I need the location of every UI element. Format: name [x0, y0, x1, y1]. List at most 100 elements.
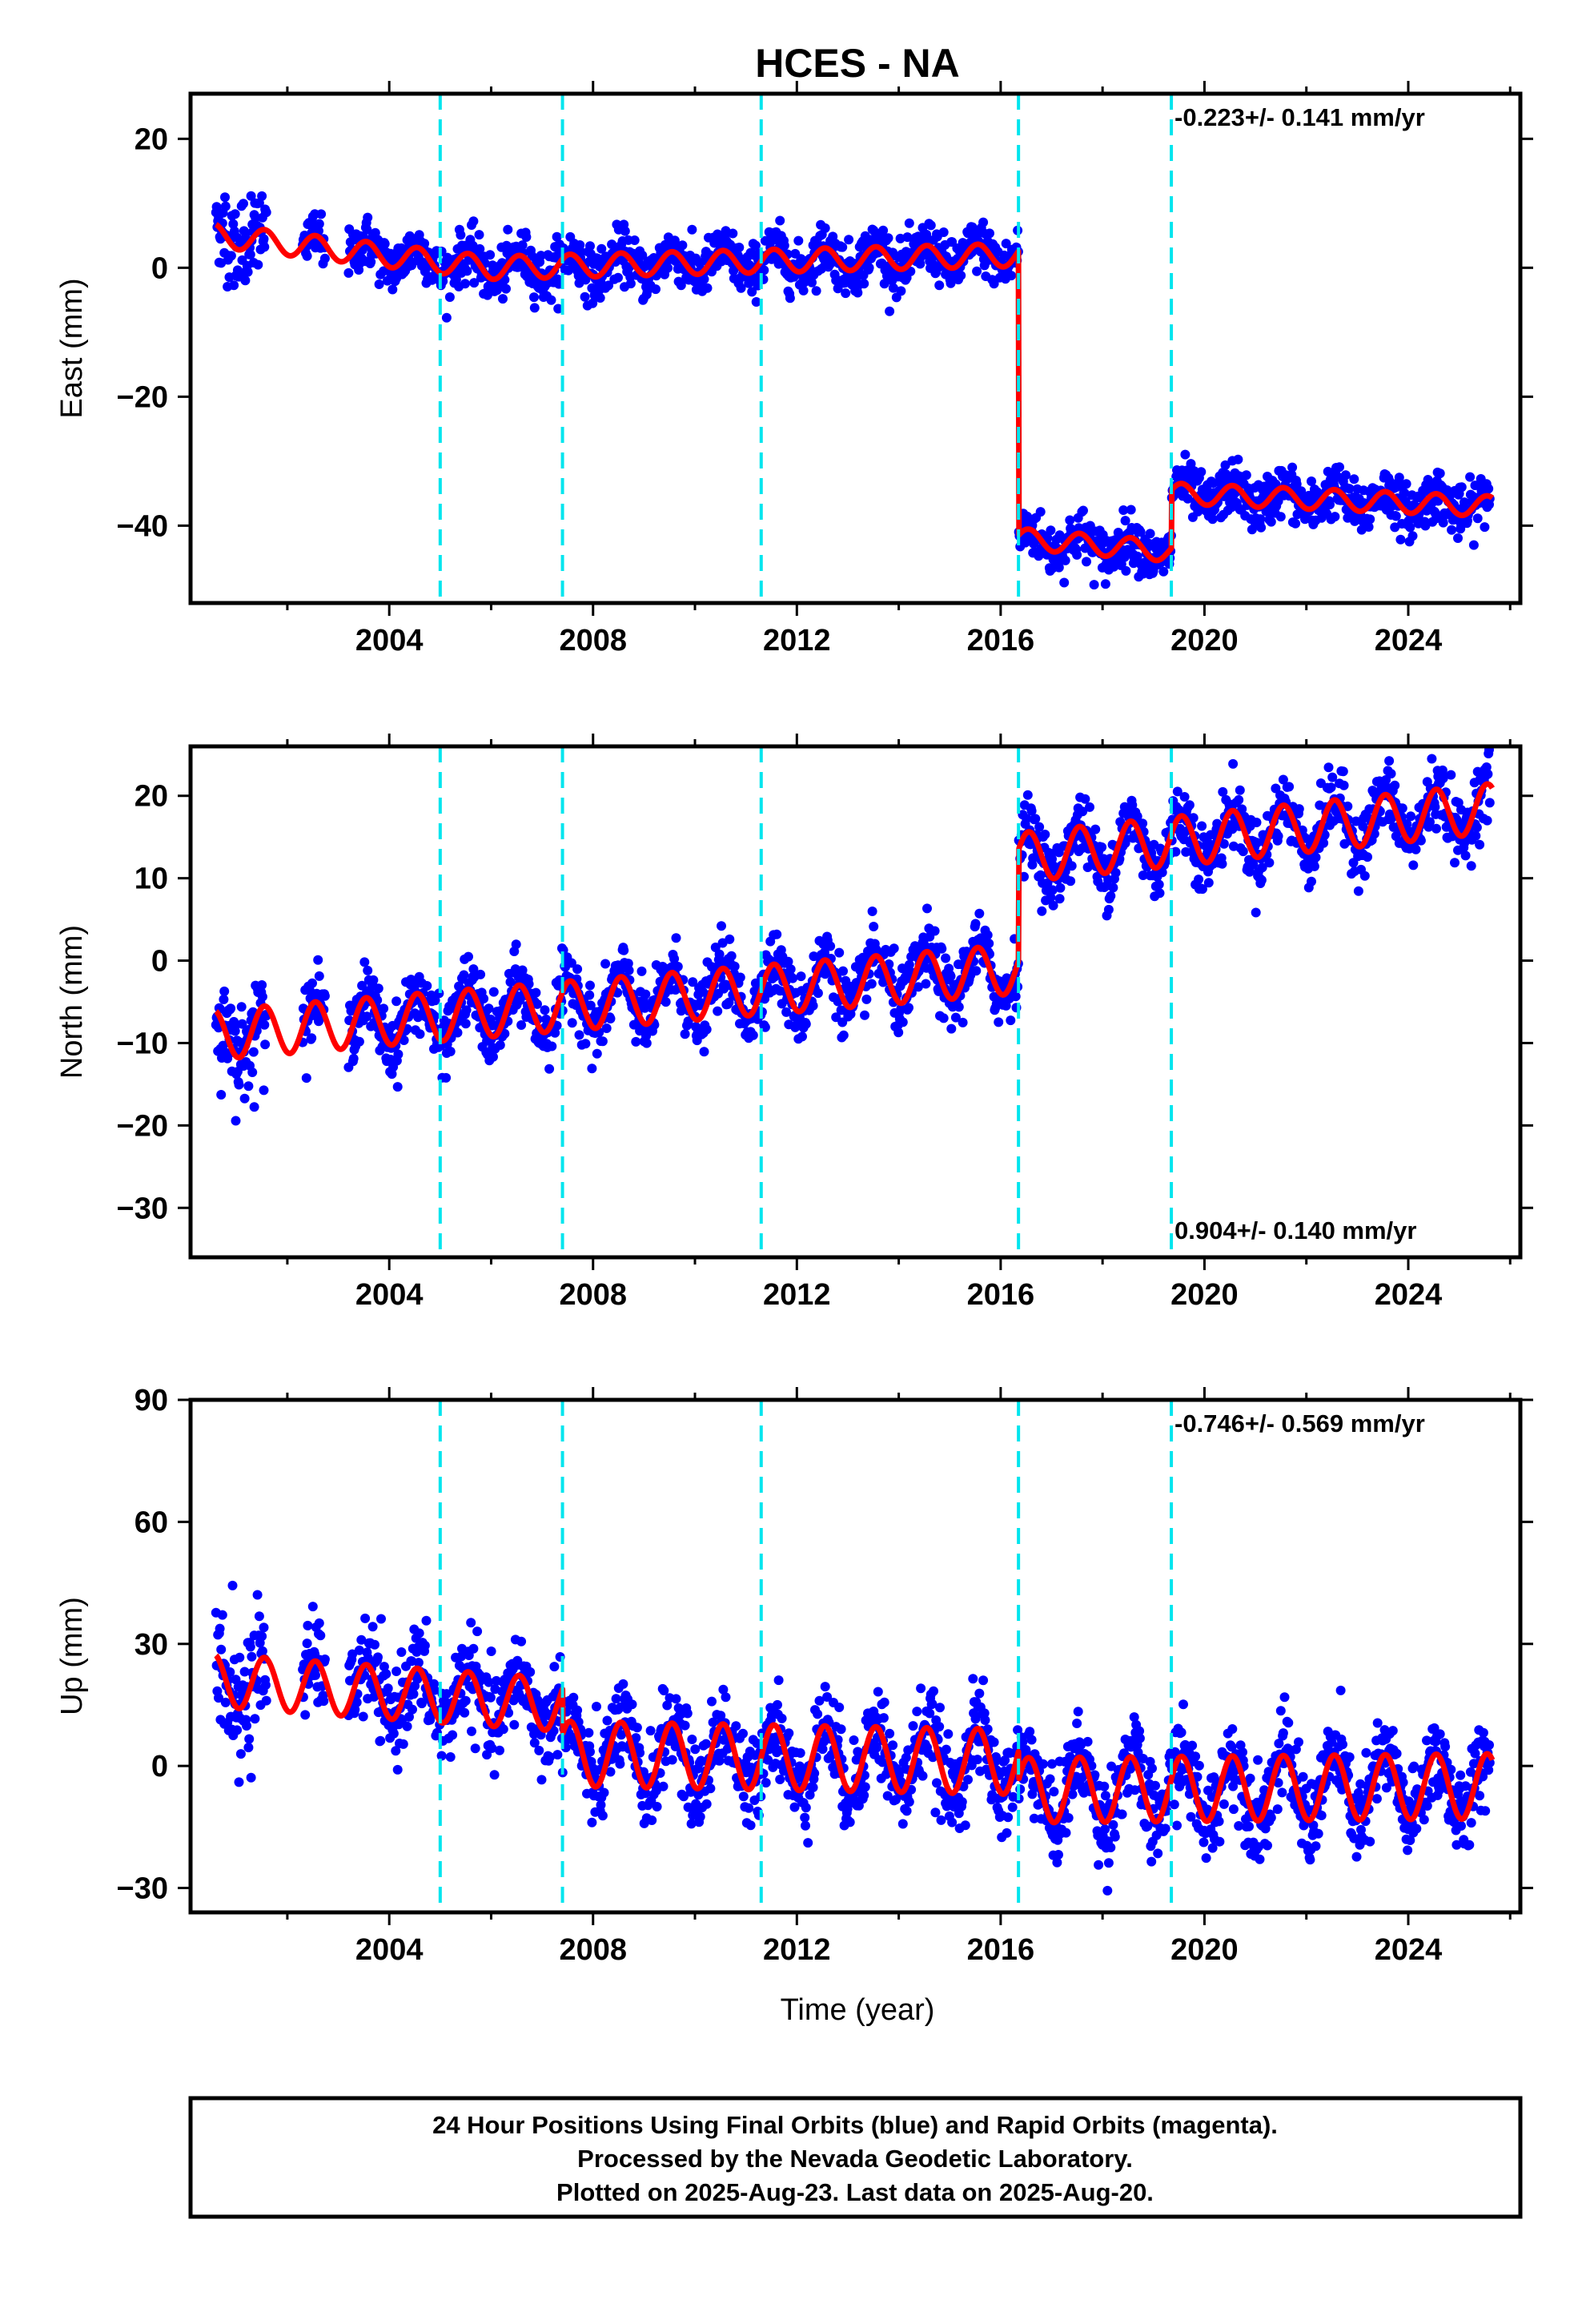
north-data-point: [459, 970, 469, 980]
east-data-point: [1391, 511, 1401, 521]
east-data-point: [259, 234, 269, 244]
east-data-point: [811, 286, 821, 296]
east-data-point: [517, 240, 528, 251]
north-data-point: [236, 1002, 247, 1012]
east-data-point: [864, 263, 874, 273]
up-data-point: [303, 1620, 313, 1630]
north-data-point: [1472, 822, 1482, 833]
north-data-point: [954, 1002, 964, 1012]
up-data-point: [468, 1643, 479, 1654]
north-data-point: [234, 1080, 244, 1090]
up-data-point: [254, 1611, 264, 1622]
north-data-point: [452, 1027, 463, 1038]
up-data-point: [388, 1728, 399, 1739]
up-data-point: [448, 1730, 458, 1740]
north-data-point: [1108, 883, 1118, 893]
east-data-point: [699, 274, 709, 284]
up-data-point: [358, 1711, 368, 1722]
north-data-point: [1010, 991, 1021, 1002]
up-data-point: [836, 1724, 846, 1735]
up-data-point: [784, 1728, 794, 1739]
north-data-point: [1273, 831, 1283, 842]
up-data-point: [234, 1777, 244, 1787]
east-data-point: [1189, 466, 1199, 476]
east-data-point: [934, 280, 945, 291]
east-data-point: [1065, 515, 1075, 525]
east-data-point: [362, 224, 372, 235]
up-data-point: [618, 1679, 628, 1689]
east-data-point: [1059, 577, 1070, 588]
north-data-point: [974, 908, 985, 919]
east-data-point: [1363, 522, 1374, 532]
north-data-point: [301, 1073, 311, 1084]
north-data-point: [797, 1031, 807, 1042]
east-data-point: [1120, 516, 1130, 526]
up-data-point: [587, 1817, 597, 1827]
east-data-point: [676, 280, 686, 291]
north-data-point: [994, 1017, 1004, 1027]
east-data-point: [1042, 533, 1053, 543]
north-data-point: [243, 1081, 254, 1092]
east-data-point: [1453, 533, 1463, 543]
north-data-point: [971, 966, 982, 976]
east-data-point: [1307, 476, 1316, 486]
east-data-point: [1046, 525, 1056, 536]
north-data-point: [937, 943, 947, 954]
north-data-point: [307, 978, 317, 988]
east-data-point: [1472, 513, 1483, 524]
east-y-tick-label: −20: [117, 380, 168, 414]
east-data-point: [663, 263, 673, 273]
up-data-point: [687, 1735, 697, 1744]
east-data-point: [220, 192, 230, 203]
north-data-point: [1484, 798, 1495, 808]
north-data-point: [930, 926, 940, 936]
north-data-point: [1203, 878, 1214, 888]
east-data-point: [859, 279, 869, 289]
east-data-point: [1287, 462, 1298, 472]
up-data-point: [834, 1703, 845, 1712]
east-data-point: [529, 292, 539, 303]
up-data-point: [472, 1626, 483, 1637]
up-data-point: [485, 1692, 496, 1703]
east-data-point: [1082, 557, 1091, 567]
up-data-point: [599, 1787, 609, 1798]
north-data-point: [808, 1000, 818, 1011]
north-data-point: [1238, 846, 1248, 857]
north-data-point: [958, 1017, 968, 1027]
up-data-point: [632, 1723, 642, 1733]
up-data-point: [244, 1734, 255, 1744]
east-data-point: [1196, 467, 1207, 477]
up-data-point: [247, 1651, 257, 1662]
east-data-point: [879, 279, 889, 289]
east-data-point: [462, 266, 472, 276]
north-data-point: [1264, 858, 1275, 868]
up-data-point: [460, 1707, 470, 1718]
north-data-point: [946, 1023, 957, 1034]
up-data-point: [243, 1743, 254, 1753]
east-data-point: [1121, 565, 1131, 576]
east-data-point: [669, 235, 680, 246]
up-data-point: [486, 1647, 496, 1656]
east-data-point: [552, 231, 562, 242]
north-data-point: [788, 973, 798, 983]
north-data-point: [640, 989, 651, 999]
east-data-point: [1054, 562, 1064, 573]
up-data-point: [360, 1613, 371, 1623]
north-data-point: [729, 961, 740, 971]
east-data-point: [734, 243, 745, 252]
east-data-point: [1100, 579, 1110, 589]
up-data-point: [682, 1708, 693, 1719]
north-data-point: [673, 962, 683, 971]
north-data-point: [460, 1019, 471, 1029]
east-data-point: [240, 275, 251, 286]
north-data-point: [544, 1063, 555, 1074]
north-data-point: [946, 971, 956, 981]
east-x-tick-label: 2004: [355, 624, 424, 657]
up-data-point: [392, 1764, 403, 1775]
north-data-point: [838, 1030, 849, 1040]
north-y-tick-label: −10: [117, 1027, 168, 1060]
up-data-point: [250, 1714, 260, 1724]
up-data-point: [801, 1803, 811, 1813]
